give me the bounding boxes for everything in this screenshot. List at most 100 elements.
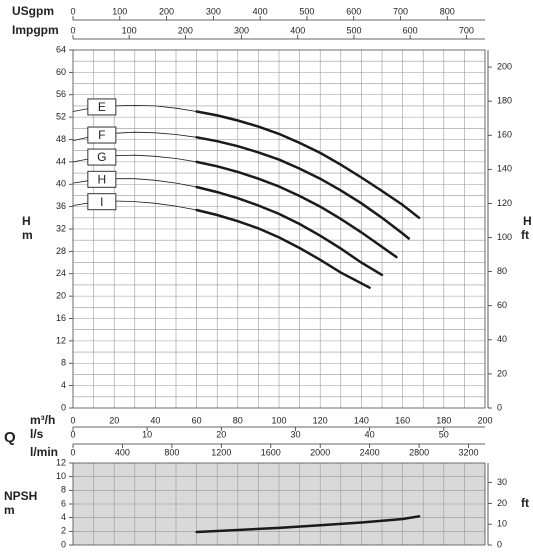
- x-tick-label: 50: [439, 429, 449, 439]
- x-tick-label: 60: [192, 415, 202, 425]
- y-tick-label: 32: [56, 223, 66, 233]
- curve-label: F: [98, 128, 105, 142]
- y-tick-label: 60: [56, 67, 66, 77]
- y-tick-label: 56: [56, 89, 66, 99]
- y-tick-label: 6: [61, 498, 66, 508]
- x-axis-label: m³/h: [30, 413, 55, 427]
- y-tick-label: 8: [61, 485, 66, 495]
- x-tick-label: 160: [395, 415, 410, 425]
- curve: [195, 515, 421, 534]
- x-tick-label: 0: [70, 447, 75, 457]
- x-tick-label: 200: [159, 6, 174, 16]
- x-tick-label: 800: [164, 447, 179, 457]
- y2-axis-unit: ft: [521, 228, 529, 242]
- y2-axis-label: ft: [521, 496, 529, 510]
- x-tick-label: 700: [393, 6, 408, 16]
- curve-label: I: [100, 195, 103, 209]
- x-tick-label: 0: [70, 6, 75, 16]
- y-tick-label: 40: [56, 179, 66, 189]
- y-tick-label: 12: [56, 335, 66, 345]
- x-tick-label: 2400: [360, 447, 380, 457]
- x-tick-label: 30: [290, 429, 300, 439]
- x-tick-label: 1600: [261, 447, 281, 457]
- curve: [195, 136, 411, 240]
- y2-tick-label: 0: [497, 402, 502, 412]
- x-tick-label: 200: [477, 415, 492, 425]
- x-tick-label: 400: [115, 447, 130, 457]
- curve: [195, 208, 371, 289]
- x-tick-label: 500: [299, 6, 314, 16]
- y2-tick-label: 100: [497, 232, 512, 242]
- curve-label: H: [98, 172, 107, 186]
- y-tick-label: 10: [56, 471, 66, 481]
- x-tick-label: 400: [253, 6, 268, 16]
- x-tick-label: 100: [112, 6, 127, 16]
- x-tick-label: 20: [109, 415, 119, 425]
- x-axis-label: USgpm: [12, 4, 54, 18]
- y-tick-label: 64: [56, 44, 66, 54]
- x-tick-label: 1200: [211, 447, 231, 457]
- y-axis-label: NPSH: [4, 489, 37, 503]
- x-axis-label: Impgpm: [12, 23, 59, 37]
- x-tick-label: 40: [150, 415, 160, 425]
- y-axis-label: H: [22, 214, 31, 228]
- y-tick-label: 24: [56, 268, 66, 278]
- y-tick-label: 28: [56, 246, 66, 256]
- y-tick-label: 44: [56, 156, 66, 166]
- curve: [195, 185, 384, 277]
- y2-tick-label: 30: [497, 477, 507, 487]
- y2-tick-label: 160: [497, 130, 512, 140]
- x-tick-label: 600: [346, 6, 361, 16]
- y-tick-label: 4: [61, 380, 66, 390]
- x-tick-label: 0: [70, 415, 75, 425]
- curve: [195, 110, 421, 220]
- y-tick-label: 4: [61, 512, 66, 522]
- curve-label-box: [87, 98, 117, 116]
- curve-label: G: [97, 150, 106, 164]
- x-tick-label: 3200: [459, 447, 479, 457]
- y-tick-label: 0: [61, 402, 66, 412]
- curve-label-box: [87, 126, 117, 144]
- y2-tick-label: 180: [497, 96, 512, 106]
- y2-tick-label: 80: [497, 266, 507, 276]
- y-axis-unit: m: [22, 228, 33, 242]
- y2-tick-label: 20: [497, 368, 507, 378]
- y2-tick-label: 140: [497, 164, 512, 174]
- x-tick-label: 100: [271, 415, 286, 425]
- x-tick-label: 100: [122, 25, 137, 35]
- y-tick-label: 0: [61, 539, 66, 549]
- flow-label: Q: [4, 429, 16, 446]
- y2-tick-label: 120: [497, 198, 512, 208]
- x-tick-label: 300: [206, 6, 221, 16]
- y2-tick-label: 60: [497, 300, 507, 310]
- x-tick-label: 800: [440, 6, 455, 16]
- plot-frame: [72, 49, 486, 409]
- x-tick-label: 2000: [310, 447, 330, 457]
- x-tick-label: 80: [233, 415, 243, 425]
- y2-tick-label: 0: [497, 539, 502, 549]
- y-tick-label: 20: [56, 291, 66, 301]
- y2-tick-label: 40: [497, 334, 507, 344]
- y-tick-label: 16: [56, 313, 66, 323]
- x-tick-label: 600: [403, 25, 418, 35]
- x-tick-label: 0: [70, 25, 75, 35]
- y2-axis-label: H: [523, 214, 532, 228]
- x-tick-label: 20: [216, 429, 226, 439]
- x-tick-label: 500: [346, 25, 361, 35]
- curve-label: E: [98, 100, 106, 114]
- x-tick-label: 0: [70, 429, 75, 439]
- x-tick-label: 2800: [409, 447, 429, 457]
- y2-tick-label: 10: [497, 519, 507, 529]
- y-tick-label: 36: [56, 201, 66, 211]
- y2-tick-label: 200: [497, 61, 512, 71]
- y2-tick-label: 20: [497, 498, 507, 508]
- y-tick-label: 48: [56, 134, 66, 144]
- x-tick-label: 700: [459, 25, 474, 35]
- x-axis-label: l/min: [30, 445, 58, 459]
- curve-label-box: [87, 148, 117, 166]
- x-tick-label: 10: [142, 429, 152, 439]
- x-tick-label: 300: [234, 25, 249, 35]
- x-tick-label: 40: [365, 429, 375, 439]
- plot-frame: [72, 462, 486, 546]
